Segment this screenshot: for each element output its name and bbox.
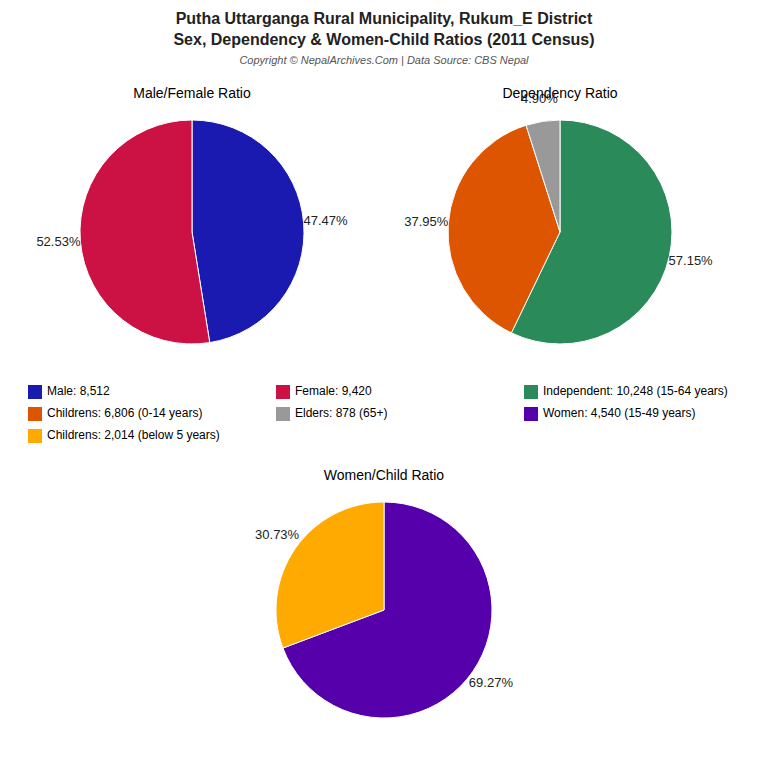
legend-item: Female: 9,420: [276, 384, 372, 399]
legend-swatch: [524, 385, 538, 399]
pie-slice: [192, 120, 304, 343]
legend-item: Women: 4,540 (15-49 years): [524, 406, 696, 421]
legend-item: Male: 8,512: [28, 384, 110, 399]
chart-root: Putha Uttarganga Rural Municipality, Ruk…: [0, 0, 768, 768]
legend-swatch: [276, 385, 290, 399]
chart-title: Male/Female Ratio: [133, 85, 251, 101]
legend-swatch: [276, 407, 290, 421]
legend-label: Childrens: 6,806 (0-14 years): [47, 406, 202, 420]
pie-slice: [526, 120, 560, 232]
chart-title: Dependency Ratio: [502, 85, 617, 101]
data-label: 52.53%: [36, 234, 81, 249]
pie-chart: 57.15%37.95%4.90%: [404, 91, 713, 344]
legend-swatch: [28, 385, 42, 399]
data-label: 37.95%: [404, 214, 449, 229]
chart-title: Women/Child Ratio: [324, 467, 445, 483]
legend-swatch: [28, 429, 42, 443]
annotation: Copyright © NepalArchives.Com | Data Sou…: [239, 54, 529, 66]
pie-slice: [276, 502, 384, 648]
legend-label: Elders: 878 (65+): [295, 406, 387, 420]
legend-label: Women: 4,540 (15-49 years): [543, 406, 696, 420]
legend-label: Childrens: 2,014 (below 5 years): [47, 428, 220, 442]
legend-label: Independent: 10,248 (15-64 years): [543, 384, 728, 398]
data-label: 30.73%: [255, 527, 300, 542]
legend: Male: 8,512 Female: 9,420 Independent: 10,…: [28, 384, 728, 443]
legend-item: Childrens: 2,014 (below 5 years): [28, 428, 220, 443]
subtitle: Sex, Dependency & Women-Child Ratios (20…: [173, 31, 594, 48]
pie-slice: [80, 120, 210, 344]
legend-item: Childrens: 6,806 (0-14 years): [28, 406, 202, 421]
data-label: 57.15%: [669, 253, 714, 268]
legend-label: Male: 8,512: [47, 384, 110, 398]
pie-chart: 47.47% 52.53%: [36, 120, 348, 344]
legend-item: Independent: 10,248 (15-64 years): [524, 384, 728, 399]
legend-label: Female: 9,420: [295, 384, 372, 398]
pie-chart: 69.27% 30.73%: [255, 502, 513, 718]
data-label: 69.27%: [469, 675, 514, 690]
legend-swatch: [524, 407, 538, 421]
title: Putha Uttarganga Rural Municipality, Ruk…: [176, 10, 593, 27]
data-label: 47.47%: [304, 213, 349, 228]
legend-swatch: [28, 407, 42, 421]
legend-item: Elders: 878 (65+): [276, 406, 387, 421]
